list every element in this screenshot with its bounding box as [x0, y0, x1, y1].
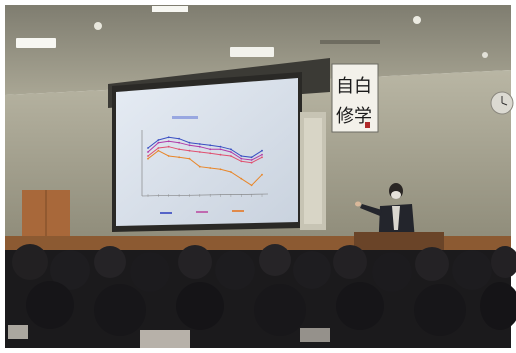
slide-series-point	[178, 156, 181, 159]
calligraphy-frame	[331, 63, 379, 133]
slide-series-line	[147, 146, 263, 164]
slide-series-point	[198, 145, 201, 148]
slide-series-point	[147, 155, 149, 157]
slide-series-point	[198, 143, 201, 145]
ceiling-downlight	[94, 22, 102, 30]
slide-series-point	[209, 144, 212, 147]
wall-clock	[490, 91, 514, 115]
slide-series-point	[250, 184, 253, 187]
slide-series-point	[157, 141, 160, 144]
slide-series-point	[230, 171, 232, 173]
slide-series-point	[178, 148, 181, 151]
slide-series-point	[178, 137, 181, 140]
slide-series-point	[167, 140, 170, 143]
calligraphy-seal	[365, 122, 370, 128]
slide-series-point	[209, 167, 212, 169]
calligraphy-bottom: 修学	[336, 106, 372, 127]
slide-series-point	[261, 156, 263, 159]
slide-series-point	[167, 136, 170, 139]
slide-series-point	[188, 144, 191, 147]
slide-series-point	[188, 141, 191, 144]
slide-series-point	[147, 147, 149, 149]
projection-screen	[116, 78, 298, 226]
audience	[5, 244, 516, 348]
presenter-mask	[391, 191, 401, 199]
slide-series-point	[261, 149, 263, 152]
slide-series-point	[240, 160, 243, 163]
ceiling-slot	[320, 40, 380, 44]
slide-series-point	[240, 155, 243, 157]
ceiling-downlight	[482, 52, 488, 58]
slide-series-line	[147, 140, 263, 161]
slide-chart	[141, 130, 269, 197]
calligraphy-top: 自白	[336, 76, 372, 97]
slide-series-point	[167, 155, 170, 157]
slide-series-point	[230, 148, 232, 151]
slide-series-point	[240, 177, 243, 180]
slide-series-point	[167, 145, 170, 148]
slide-subtitle	[172, 116, 198, 119]
slide-series-line	[147, 136, 263, 158]
slide-legend-mark	[160, 212, 172, 214]
slide-series-point	[188, 157, 191, 160]
slide-series-point	[219, 168, 222, 171]
slide-series-point	[157, 139, 160, 141]
slide-series-point	[157, 149, 160, 152]
slide-series-point	[250, 159, 253, 161]
slide-series-point	[147, 157, 149, 160]
slide-series-point	[219, 145, 222, 148]
slide-series-point	[261, 153, 263, 156]
presenter-hand	[355, 201, 361, 207]
slide-series-point	[147, 151, 149, 153]
slide-series-line	[147, 150, 263, 186]
slide-series-point	[209, 148, 212, 151]
slide-series-point	[198, 165, 201, 168]
slide-chart-x-axis	[141, 193, 269, 197]
ceiling-light	[16, 38, 56, 48]
ceiling-light	[230, 47, 274, 57]
slide-series-point	[198, 151, 201, 153]
slide-series-point	[230, 151, 232, 153]
slide-series-point	[230, 155, 232, 157]
slide-series-point	[219, 148, 222, 151]
slide-series-point	[240, 157, 243, 160]
slide-series-point	[209, 152, 212, 155]
presenter-shirt	[392, 206, 400, 230]
slide-series-point	[178, 141, 181, 144]
slide-series-point	[188, 149, 191, 152]
slide-series-point	[261, 173, 263, 176]
slide-series-point	[250, 161, 253, 164]
ceiling-light	[152, 6, 188, 12]
ceiling-downlight	[413, 16, 421, 24]
slide-series-point	[250, 156, 253, 159]
slide-legend-mark	[196, 211, 208, 213]
pillar-panel	[304, 118, 322, 224]
slide-legend-mark	[232, 210, 244, 212]
slide-series-point	[157, 147, 160, 149]
presenter-arm	[360, 204, 382, 216]
slide-series-point	[219, 153, 222, 156]
